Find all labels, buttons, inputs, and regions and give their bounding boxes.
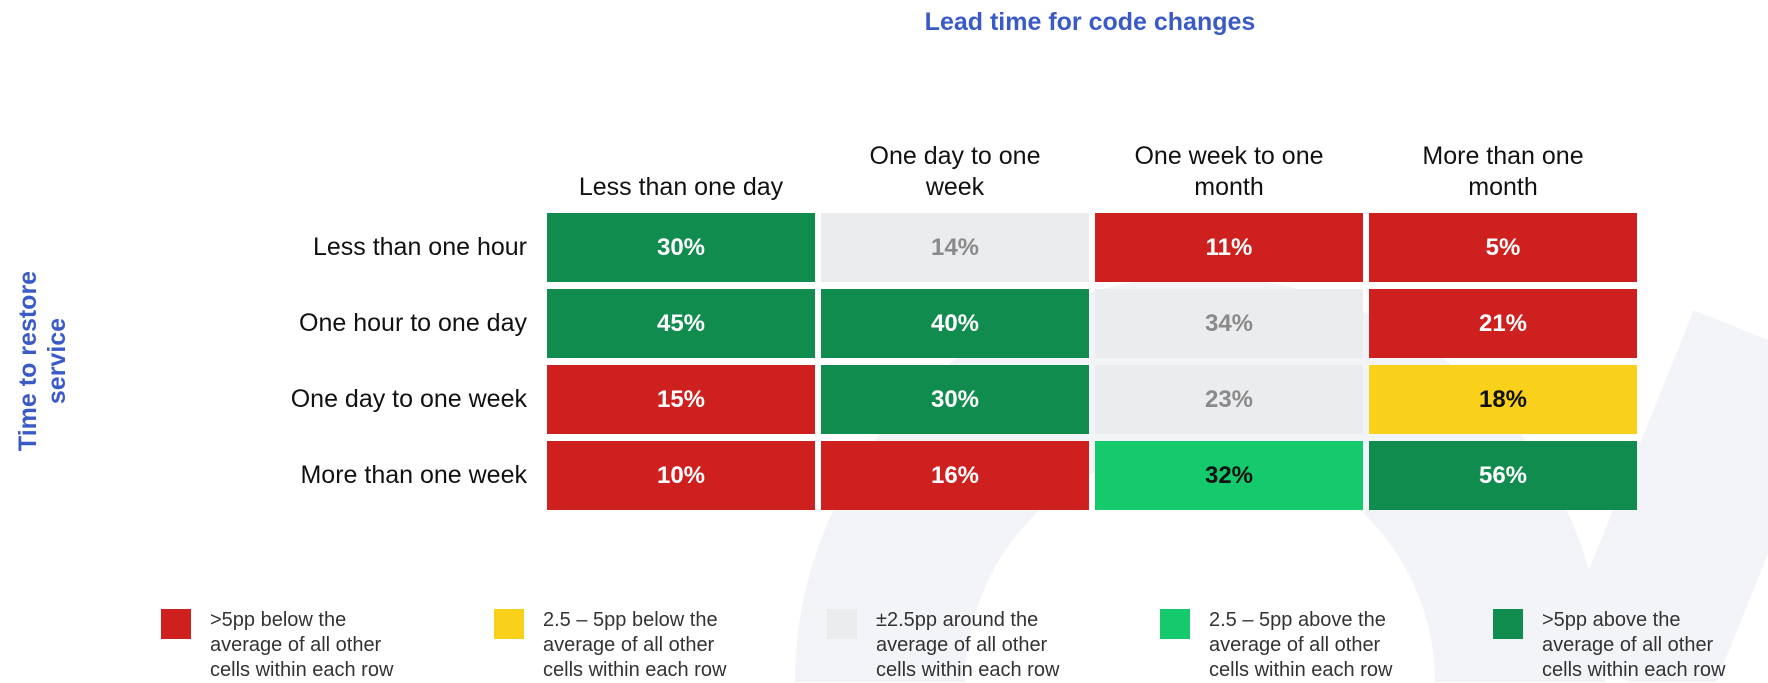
value-label: 45%: [656, 309, 706, 337]
legend-swatch: [494, 609, 524, 639]
column-header: One week to one month: [1134, 142, 1324, 201]
legend-swatch: [161, 609, 191, 639]
value-label: 30%: [930, 385, 980, 413]
value-label: 15%: [656, 385, 706, 413]
row-header: One day to one week: [290, 385, 527, 413]
heatmap-cell: 32%: [1095, 441, 1363, 510]
heatmap-cell: 11%: [1095, 213, 1363, 282]
heatmap-cell: 56%: [1369, 441, 1637, 510]
value-label: 23%: [1204, 385, 1254, 413]
heatmap-cell: 34%: [1095, 289, 1363, 358]
value-label: 30%: [656, 233, 706, 261]
value-label: 32%: [1204, 461, 1254, 489]
column-header: One day to one week: [869, 142, 1041, 201]
column-header: More than one month: [1422, 142, 1584, 201]
value-label: 5%: [1485, 233, 1521, 261]
column-header: Less than one day: [578, 173, 784, 201]
legend-label: 2.5 – 5pp above the average of all other…: [1209, 609, 1393, 681]
row-header: More than one week: [300, 461, 527, 489]
heatmap-cell: 18%: [1369, 365, 1637, 434]
row-header: Less than one hour: [312, 233, 527, 261]
legend-swatch: [827, 609, 857, 639]
heatmap-cell: 45%: [547, 289, 815, 358]
heatmap-cell: 16%: [821, 441, 1089, 510]
row-header: One hour to one day: [299, 309, 527, 337]
heatmap-cell: 40%: [821, 289, 1089, 358]
legend-label: ±2.5pp around the average of all other c…: [876, 609, 1060, 681]
heatmap-cell: 14%: [821, 213, 1089, 282]
legend-swatch: [1160, 609, 1190, 639]
value-label: 16%: [930, 461, 980, 489]
value-label: 10%: [656, 461, 706, 489]
value-label: 14%: [930, 233, 980, 261]
legend-label: >5pp above the average of all other cell…: [1542, 609, 1726, 681]
heatmap-cell: 10%: [547, 441, 815, 510]
heatmap-cell: 23%: [1095, 365, 1363, 434]
value-label: 34%: [1204, 309, 1254, 337]
heatmap-cell: 30%: [821, 365, 1089, 434]
chart-title: Lead time for code changes: [924, 8, 1256, 36]
value-label: 21%: [1478, 309, 1528, 337]
legend-label: 2.5 – 5pp below the average of all other…: [543, 609, 727, 681]
value-label: 40%: [930, 309, 980, 337]
value-label: 18%: [1478, 385, 1528, 413]
heatmap-cell: 21%: [1369, 289, 1637, 358]
value-label: 11%: [1205, 233, 1253, 261]
legend-label: >5pp below the average of all other cell…: [210, 609, 394, 681]
value-label: 56%: [1478, 461, 1528, 489]
heatmap-cell: 30%: [547, 213, 815, 282]
heatmap-cell: 15%: [547, 365, 815, 434]
legend-swatch: [1493, 609, 1523, 639]
heatmap-cell: 5%: [1369, 213, 1637, 282]
